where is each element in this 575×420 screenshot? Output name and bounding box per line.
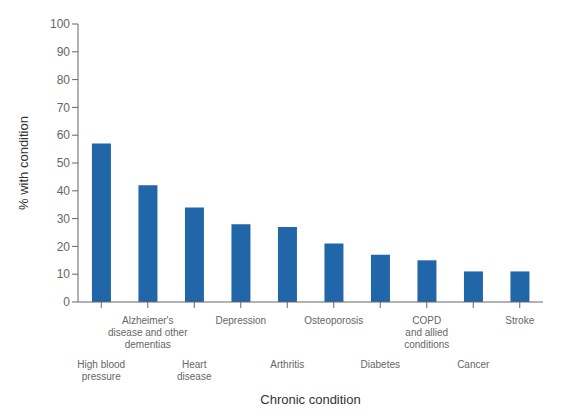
svg-text:80: 80 (57, 73, 71, 87)
svg-text:40: 40 (57, 184, 71, 198)
svg-text:0: 0 (63, 295, 70, 309)
svg-text:Arthritis: Arthritis (270, 359, 304, 370)
svg-text:Osteoporosis: Osteoporosis (304, 315, 363, 326)
svg-text:Heartdisease: Heartdisease (177, 359, 212, 382)
svg-text:% with condition: % with condition (16, 116, 31, 210)
svg-text:50: 50 (57, 156, 71, 170)
svg-text:Diabetes: Diabetes (361, 359, 400, 370)
svg-text:90: 90 (57, 45, 71, 59)
svg-text:60: 60 (57, 128, 71, 142)
svg-text:Stroke: Stroke (505, 315, 534, 326)
svg-text:Alzheimer'sdisease and otherde: Alzheimer'sdisease and otherdementias (108, 315, 188, 350)
svg-text:10: 10 (57, 267, 71, 281)
svg-text:100: 100 (50, 17, 70, 31)
svg-text:COPDand alliedconditions: COPDand alliedconditions (404, 315, 449, 350)
svg-text:High bloodpressure: High bloodpressure (77, 359, 125, 382)
svg-text:30: 30 (57, 212, 71, 226)
svg-text:20: 20 (57, 240, 71, 254)
svg-text:70: 70 (57, 101, 71, 115)
svg-text:Chronic condition: Chronic condition (260, 392, 360, 407)
svg-text:Depression: Depression (215, 315, 266, 326)
svg-text:Cancer: Cancer (457, 359, 490, 370)
